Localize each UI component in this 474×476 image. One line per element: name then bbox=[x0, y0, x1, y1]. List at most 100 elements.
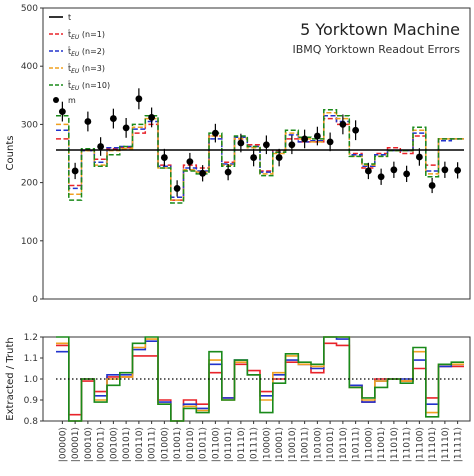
x-tick-label: |10111⟩ bbox=[352, 427, 362, 462]
x-tick-label: |10000⟩ bbox=[262, 427, 272, 462]
x-tick-label: |11011⟩ bbox=[403, 427, 413, 462]
counts-plot-frame bbox=[42, 7, 471, 300]
measured-marker bbox=[415, 153, 423, 161]
legend-label: t bbox=[68, 13, 71, 22]
x-tick-label: |11000⟩ bbox=[364, 427, 374, 462]
x-tick-label: |00100⟩ bbox=[109, 427, 119, 462]
measured-point bbox=[339, 114, 347, 135]
measured-marker bbox=[288, 141, 296, 149]
counts-y-tick-label: 400 bbox=[21, 62, 38, 72]
measured-point bbox=[288, 135, 296, 155]
measured-point bbox=[262, 135, 270, 155]
measured-points bbox=[58, 88, 462, 197]
counts-series-4 bbox=[56, 109, 464, 204]
measured-point bbox=[148, 107, 156, 128]
measured-point bbox=[390, 161, 398, 178]
measured-marker bbox=[58, 108, 66, 115]
counts-y-tick-label: 100 bbox=[21, 237, 38, 247]
measured-marker bbox=[71, 167, 79, 175]
measured-point bbox=[364, 162, 372, 180]
x-tick-label: |00001⟩ bbox=[71, 427, 81, 462]
ratio-y-tick-label: 1.1 bbox=[24, 354, 38, 364]
measured-point bbox=[352, 120, 360, 141]
legend-item: t bbox=[49, 13, 71, 22]
measured-point bbox=[122, 117, 130, 138]
counts-y-tick-label: 500 bbox=[21, 4, 38, 14]
measured-marker bbox=[390, 166, 398, 174]
measured-point bbox=[313, 126, 321, 146]
x-tick-label: |01011⟩ bbox=[199, 427, 209, 462]
measured-marker bbox=[428, 182, 436, 189]
x-tick-label: |10011⟩ bbox=[301, 427, 311, 462]
measured-marker bbox=[441, 166, 449, 174]
ratio-y-tick-label: 1.2 bbox=[24, 333, 38, 343]
counts-step-series bbox=[56, 109, 464, 204]
x-tick-label: |10110⟩ bbox=[339, 427, 349, 462]
measured-marker bbox=[148, 114, 156, 121]
measured-point bbox=[211, 123, 219, 143]
x-tick-label: |00010⟩ bbox=[84, 427, 94, 462]
measured-marker bbox=[454, 166, 462, 174]
measured-marker bbox=[364, 167, 372, 175]
measured-point bbox=[454, 162, 462, 179]
measured-marker bbox=[313, 132, 321, 140]
measured-point bbox=[237, 133, 245, 153]
measured-marker bbox=[377, 173, 385, 181]
measured-marker bbox=[339, 121, 347, 128]
counts-y-axis-label: Counts bbox=[5, 136, 16, 171]
legend-label: m bbox=[68, 96, 76, 105]
measured-point bbox=[403, 165, 411, 183]
measured-point bbox=[160, 148, 168, 167]
measured-point bbox=[71, 162, 79, 180]
x-tick-label: |01110⟩ bbox=[237, 427, 247, 462]
measured-marker bbox=[262, 141, 270, 149]
measured-marker bbox=[199, 169, 207, 177]
measured-marker bbox=[97, 143, 105, 150]
ratio-panel: 0.8 0.9 1.0 1.1 1.2 Extracted / Truth |00000… bbox=[5, 333, 471, 462]
x-tick-label: |10100⟩ bbox=[313, 427, 323, 462]
x-tick-label: |01001⟩ bbox=[173, 427, 183, 462]
x-tick-label: |00000⟩ bbox=[58, 427, 68, 462]
legend-item: m bbox=[53, 96, 76, 105]
ratio-y-axis-label: Extracted / Truth bbox=[5, 337, 16, 420]
measured-point bbox=[428, 177, 436, 194]
measured-marker bbox=[160, 154, 168, 161]
measured-marker bbox=[109, 115, 117, 122]
x-tick-label: |01000⟩ bbox=[160, 427, 170, 462]
measured-marker bbox=[250, 154, 258, 161]
x-tick-label: |11100⟩ bbox=[415, 427, 425, 462]
measured-point bbox=[199, 165, 207, 182]
x-tick-label: |01111⟩ bbox=[250, 427, 260, 462]
measured-point bbox=[224, 163, 232, 181]
x-tick-label: |00111⟩ bbox=[148, 427, 158, 462]
x-tick-label: |01101⟩ bbox=[224, 427, 234, 462]
measured-point bbox=[173, 180, 181, 197]
measured-marker bbox=[352, 126, 360, 134]
x-tick-label: |01010⟩ bbox=[186, 427, 196, 462]
measured-marker bbox=[237, 139, 245, 147]
x-tick-label: |10101⟩ bbox=[326, 427, 336, 462]
ratio-y-tick-label: 0.9 bbox=[24, 396, 39, 406]
counts-panel: 0 100 200 300 400 500 Counts 5 Yorktown Machi… bbox=[5, 4, 471, 305]
measured-point bbox=[58, 101, 66, 122]
measured-point bbox=[441, 161, 449, 178]
measured-marker bbox=[135, 95, 143, 103]
x-tick-label: |11010⟩ bbox=[390, 427, 400, 462]
x-tick-label: |11001⟩ bbox=[377, 427, 387, 462]
measured-marker bbox=[301, 135, 309, 143]
chart-title: 5 Yorktown Machine bbox=[300, 20, 460, 39]
x-tick-labels: |00000⟩ |00001⟩ |00010⟩ |00011⟩ |00100⟩ |0010… bbox=[58, 421, 464, 462]
measured-point bbox=[186, 152, 194, 171]
measured-marker bbox=[84, 118, 92, 125]
x-tick-label: |00011⟩ bbox=[97, 427, 107, 462]
measured-point bbox=[415, 148, 423, 166]
measured-point bbox=[275, 148, 283, 167]
measured-marker bbox=[326, 138, 334, 146]
x-tick-label: |00101⟩ bbox=[122, 427, 132, 462]
measured-marker bbox=[186, 158, 194, 166]
ratio-y-tick-label: 1.0 bbox=[24, 375, 39, 385]
x-tick-label: |11110⟩ bbox=[441, 427, 451, 462]
measured-point bbox=[250, 148, 258, 167]
measured-point bbox=[84, 111, 92, 132]
